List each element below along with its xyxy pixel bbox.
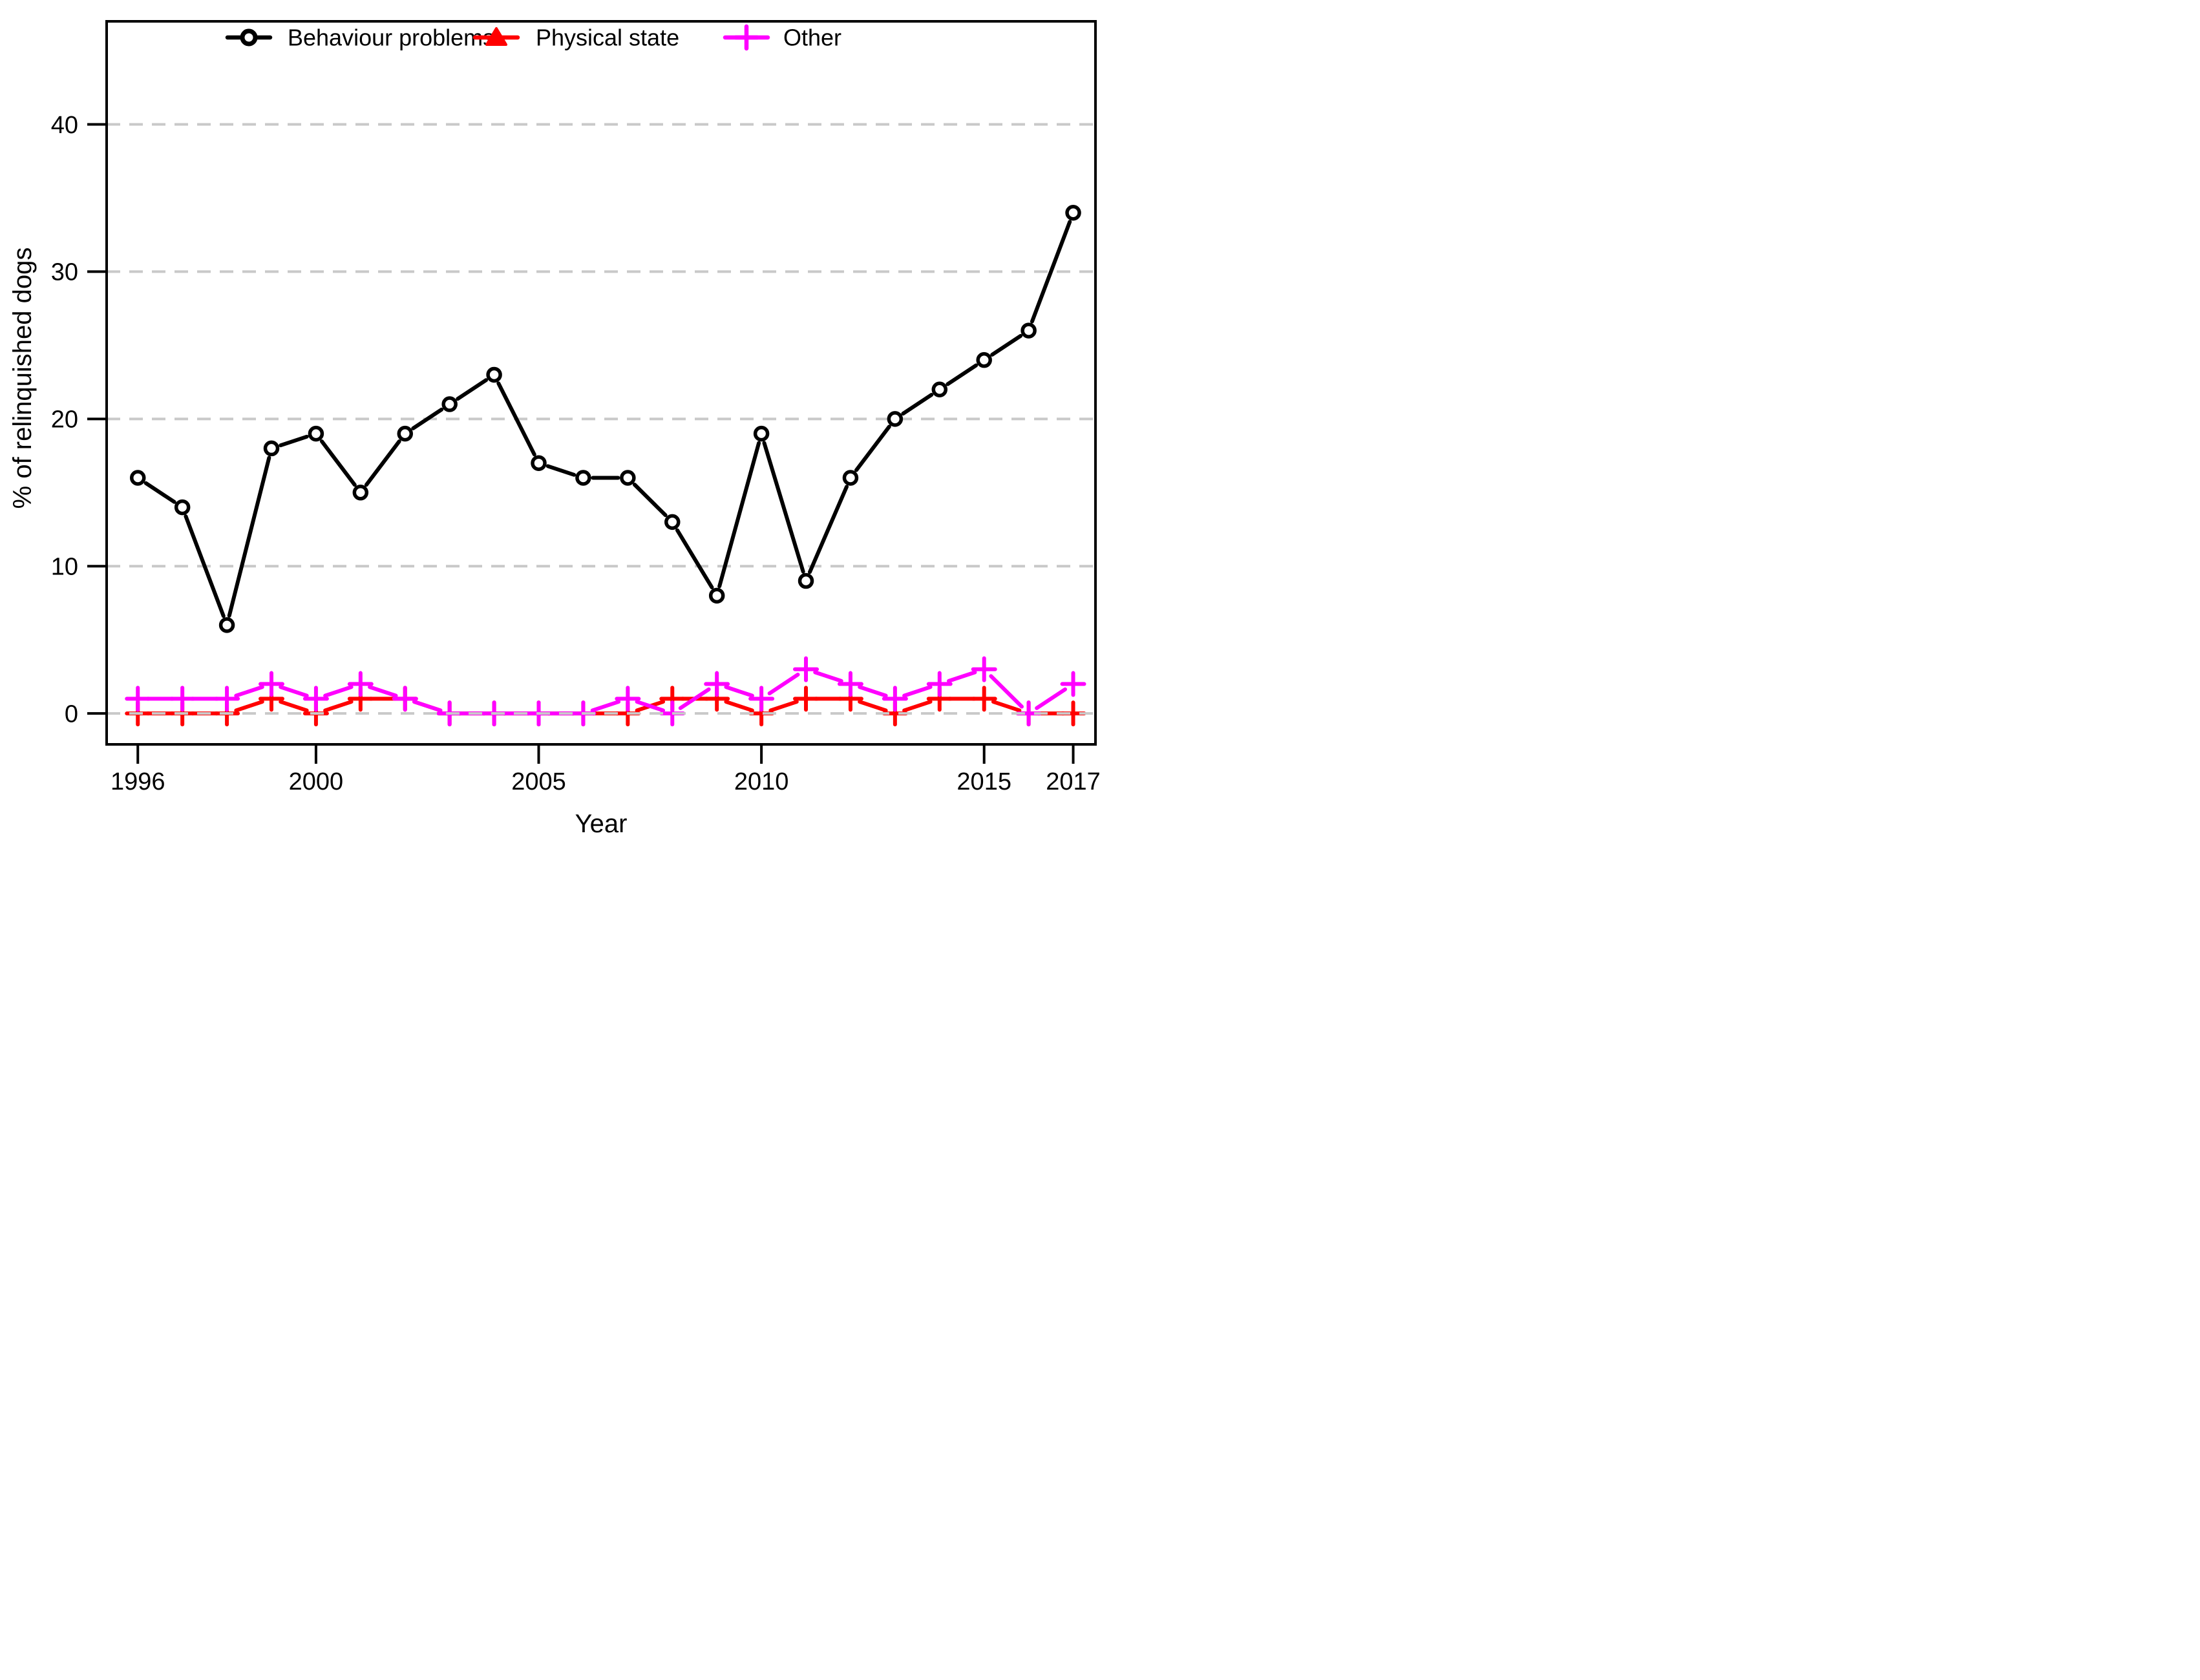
plot-area: 0 10 20 30 40 1996 2000 2005 2010 2015 2017 Behavio… <box>51 20 1100 795</box>
other-segment <box>590 700 621 713</box>
behaviour-problems-point <box>531 455 547 471</box>
legend-label: Other <box>783 25 841 51</box>
x-tick-label: 2010 <box>734 768 789 795</box>
other-segment <box>234 685 264 698</box>
behaviour-problems-segment <box>364 439 401 487</box>
other-segment <box>678 687 711 710</box>
behaviour-problems-segment <box>717 441 761 589</box>
behaviour-problems-segment <box>319 439 357 487</box>
behaviour-problems-point <box>976 352 992 368</box>
x-tick-label: 2005 <box>511 768 566 795</box>
behaviour-problems-segment <box>675 528 714 589</box>
behaviour-problems-point <box>441 396 458 412</box>
other-segment <box>813 670 843 683</box>
behaviour-problems-point <box>664 514 681 530</box>
behaviour-problems-point <box>218 617 235 633</box>
behaviour-problems-segment <box>545 464 576 477</box>
physical-state-segment <box>279 700 309 713</box>
physical-state-segment <box>858 700 888 713</box>
other-segment <box>635 700 666 713</box>
physical-state-segment <box>323 700 354 713</box>
behaviour-problems-segment <box>279 434 309 448</box>
behaviour-problems-point <box>575 470 591 486</box>
y-tick-label: 30 <box>51 259 78 286</box>
behaviour-problems-point <box>174 499 191 516</box>
behaviour-problems-segment <box>854 425 891 472</box>
x-tick-label: 2000 <box>289 768 344 795</box>
physical-state-segment <box>234 700 264 713</box>
behaviour-problems-point <box>129 470 146 486</box>
other-segment <box>947 670 977 683</box>
behaviour-problems-segment <box>143 481 176 504</box>
behaviour-problems-point <box>308 425 324 442</box>
other-segment <box>724 685 754 698</box>
y-tick-label: 10 <box>51 554 78 581</box>
behaviour-problems-segment <box>901 393 934 416</box>
series-behaviour-problems <box>129 205 1081 633</box>
behaviour-problems-point <box>753 425 770 442</box>
other-segment <box>989 674 1024 709</box>
legend-circle-icon <box>240 28 258 47</box>
behaviour-problems-point <box>263 440 280 457</box>
legend: Behaviour problems Physical state Other <box>225 25 841 51</box>
legend-item-physical-state: Physical state <box>472 25 679 51</box>
chart-figure: 0 10 20 30 40 1996 2000 2005 2010 2015 2017 Behavio… <box>0 0 1100 840</box>
x-tick-label: 2017 <box>1046 768 1100 795</box>
behaviour-problems-point <box>887 411 904 427</box>
gridlines <box>107 123 1095 715</box>
plot-border <box>105 20 1097 746</box>
behaviour-problems-segment <box>496 381 536 457</box>
legend-item-behaviour-problems: Behaviour problems <box>225 25 494 51</box>
behaviour-problems-segment <box>184 514 226 618</box>
physical-state-segment <box>724 700 754 713</box>
legend-label: Behaviour problems <box>288 25 494 51</box>
x-tick-label: 2015 <box>957 768 1011 795</box>
behaviour-problems-segment <box>456 378 489 401</box>
other-segment <box>858 685 888 698</box>
behaviour-problems-segment <box>762 441 805 574</box>
behaviour-problems-segment <box>990 333 1023 357</box>
legend-item-other: Other <box>723 25 841 51</box>
behaviour-problems-segment <box>411 407 444 430</box>
physical-state-segment <box>902 700 933 713</box>
y-axis-title: % of relinquished dogs <box>8 247 37 509</box>
behaviour-problems-segment <box>807 485 849 574</box>
y-tick-label: 20 <box>51 406 78 434</box>
other-segment <box>902 685 933 698</box>
behaviour-problems-point <box>708 587 725 604</box>
behaviour-problems-point <box>842 470 859 486</box>
behaviour-problems-segment <box>633 483 668 518</box>
legend-triangle-icon <box>485 27 507 46</box>
behaviour-problems-point <box>1021 322 1037 339</box>
line-chart: 0 10 20 30 40 1996 2000 2005 2010 2015 2017 Behavio… <box>8 20 1100 838</box>
behaviour-problems-segment <box>946 363 978 386</box>
behaviour-problems-point <box>1065 205 1081 221</box>
axes: 0 10 20 30 40 1996 2000 2005 2010 2015 2017 <box>51 112 1100 795</box>
x-tick-label: 1996 <box>111 768 165 795</box>
x-axis-title: Year <box>575 810 628 838</box>
physical-state-segment <box>768 700 799 713</box>
other-segment <box>368 685 398 698</box>
behaviour-problems-point <box>620 470 636 486</box>
physical-state-segment <box>991 700 1022 713</box>
other-segment <box>323 685 354 698</box>
other-segment <box>279 685 309 698</box>
behaviour-problems-point <box>931 381 948 398</box>
other-segment <box>412 700 443 713</box>
behaviour-problems-point <box>397 425 414 442</box>
behaviour-problems-point <box>486 366 502 383</box>
y-tick-label: 40 <box>51 112 78 139</box>
legend-label: Physical state <box>536 25 679 51</box>
behaviour-problems-segment <box>227 456 271 618</box>
behaviour-problems-point <box>352 485 369 501</box>
behaviour-problems-segment <box>1030 220 1072 324</box>
y-tick-label: 0 <box>65 700 78 728</box>
other-segment <box>767 673 800 696</box>
behaviour-problems-point <box>798 572 814 589</box>
other-segment <box>1035 687 1068 710</box>
